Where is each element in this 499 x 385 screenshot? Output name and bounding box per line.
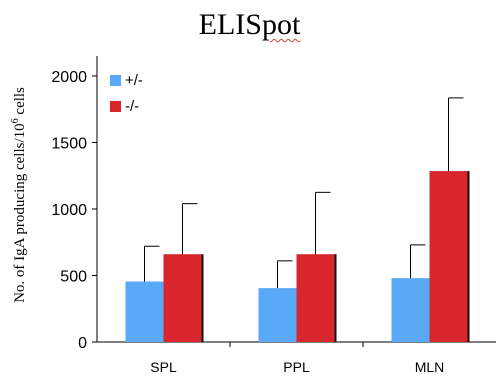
bars [125,97,470,342]
x-tick-label: MLN [415,359,445,375]
bar [258,288,297,342]
chart-title: ELISpot [0,8,499,42]
bar-shadow [334,254,337,342]
axes: 0 500 1000 1500 2000 SPL PPL MLN [51,56,496,375]
chart-title-main: ELIS [198,8,262,41]
legend: +/- -/- [110,72,143,115]
y-tick-label: 1500 [51,135,87,152]
y-tick-label: 1000 [51,202,87,219]
y-axis-label-main: No. of IgA producing cells/10 [12,123,28,303]
y-axis-label: No. of IgA producing cells/106 cells [10,87,28,303]
legend-swatch [110,75,121,86]
legend-swatch [110,101,121,112]
y-tick-label: 500 [60,268,87,285]
bar-shadow [467,171,470,342]
y-axis-label-exponent: 6 [10,118,21,123]
chart-title-spellcheck-part: pot [261,8,301,41]
x-tick-label: PPL [283,359,310,375]
y-tick-label: 2000 [51,69,87,86]
bar [163,254,202,342]
bar [125,281,164,342]
x-tick-label: SPL [150,359,177,375]
legend-label: +/- [125,72,143,89]
y-axis-label-end: cells [12,87,28,118]
legend-label: -/- [125,98,139,115]
bar-shadow [201,254,204,342]
bar [429,171,468,342]
bar [391,278,430,342]
bar [296,254,335,342]
y-tick-label: 0 [78,335,87,352]
